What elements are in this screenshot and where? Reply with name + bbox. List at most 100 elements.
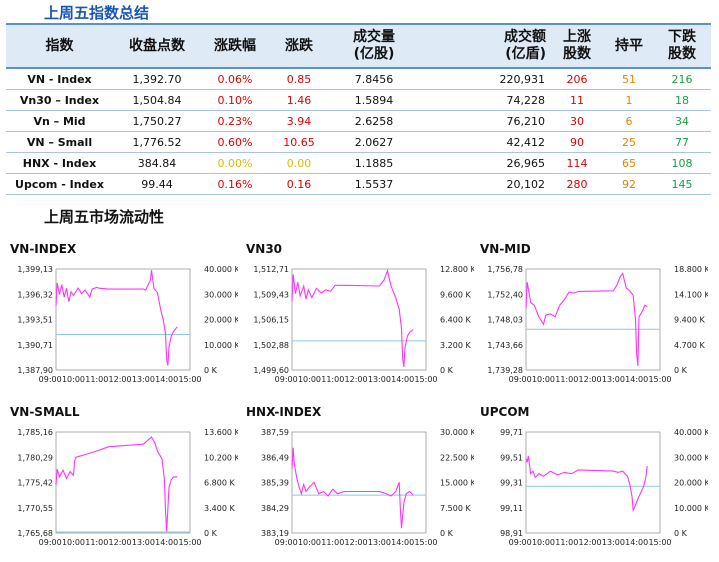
chart-panel: HNX-INDEX 387,59 386,49 385,39 384,29 383,19 3…	[246, 405, 476, 555]
y2-tick-label: 14.100 K	[674, 290, 708, 299]
line-chart: 1,785,16 1,780,29 1,775,42 1,770,55 1,765,68…	[17, 428, 238, 547]
x-tick-label: 14:00	[155, 375, 178, 384]
cell-0: HNX - Index	[6, 152, 113, 174]
cell-1: 1,504.84	[113, 89, 201, 111]
y2-tick-label: 0 K	[674, 529, 688, 538]
y2-tick-label: 0 K	[440, 529, 454, 538]
y-tick-label: 1,393,51	[17, 316, 53, 325]
y-tick-label: 98,91	[500, 529, 523, 538]
x-tick-label: 12:00	[345, 538, 368, 547]
y2-tick-label: 0 K	[674, 366, 688, 375]
cell-6: 90	[549, 131, 605, 153]
x-tick-label: 14:00	[625, 538, 648, 547]
cell-6: 206	[549, 68, 605, 90]
cell-2: 0.16%	[201, 173, 269, 195]
chart-panel: VN-SMALL 1,785,16 1,780,29 1,775,42 1,770,55…	[10, 405, 240, 555]
cell-5: 20,102	[419, 173, 549, 195]
x-tick-label: 14:00	[391, 375, 414, 384]
x-tick-label: 11:00	[321, 538, 344, 547]
price-series-line	[55, 270, 178, 366]
y2-tick-label: 0 K	[440, 366, 454, 375]
header-7: 持平	[605, 23, 653, 69]
y-tick-label: 1,775,42	[17, 479, 53, 488]
y2-tick-label: 20.000 K	[204, 316, 238, 325]
header-2: 涨跌幅	[201, 23, 269, 69]
cell-0: Vn – Mid	[6, 110, 113, 132]
x-tick-label: 15:00	[178, 538, 201, 547]
table-row: VN – Small 1,776.52 0.60% 10.65 2.0627 42,412…	[6, 131, 711, 153]
x-tick-label: 10:00	[62, 538, 85, 547]
y-tick-label: 1,390,71	[17, 341, 53, 350]
y2-tick-label: 7.500 K	[440, 504, 471, 513]
x-tick-label: 15:00	[414, 538, 437, 547]
cell-2: 0.06%	[201, 68, 269, 90]
x-tick-label: 13:00	[602, 538, 625, 547]
price-series-line	[291, 447, 414, 529]
x-tick-label: 09:00	[39, 538, 62, 547]
y2-tick-label: 3.200 K	[440, 341, 471, 350]
cell-7: 65	[605, 152, 653, 174]
line-chart: 1,399,13 1,396,32 1,393,51 1,390,71 1,387,90…	[17, 265, 238, 384]
x-tick-label: 11:00	[555, 538, 578, 547]
cell-6: 11	[549, 89, 605, 111]
y2-tick-label: 12.800 K	[440, 265, 474, 274]
y2-tick-label: 30.000 K	[440, 428, 474, 437]
cell-0: VN - Index	[6, 68, 113, 90]
y2-tick-label: 9.400 K	[674, 316, 705, 325]
cell-2: 0.00%	[201, 152, 269, 174]
x-tick-label: 12:00	[109, 538, 132, 547]
y2-tick-label: 9.600 K	[440, 290, 471, 299]
liquidity-title: 上周五市场流动性	[44, 208, 165, 226]
cell-1: 99.44	[113, 173, 201, 195]
cell-0: Upcom - Index	[6, 173, 113, 195]
y2-tick-label: 10.000 K	[204, 341, 238, 350]
x-tick-label: 09:00	[275, 538, 298, 547]
x-tick-label: 12:00	[579, 538, 602, 547]
cell-4: 1.5894	[329, 89, 419, 111]
cell-4: 2.0627	[329, 131, 419, 153]
cell-4: 1.5537	[329, 173, 419, 195]
x-tick-label: 11:00	[555, 375, 578, 384]
y2-tick-label: 22.500 K	[440, 453, 474, 462]
x-tick-label: 11:00	[85, 375, 108, 384]
x-tick-label: 12:00	[345, 375, 368, 384]
cell-7: 51	[605, 68, 653, 90]
cell-2: 0.10%	[201, 89, 269, 111]
cell-5: 26,965	[419, 152, 549, 174]
cell-0: Vn30 – Index	[6, 89, 113, 111]
cell-1: 1,776.52	[113, 131, 201, 153]
y-tick-label: 99,31	[500, 479, 523, 488]
cell-3: 3.94	[269, 110, 329, 132]
plot-frame	[55, 268, 191, 371]
cell-3: 0.16	[269, 173, 329, 195]
x-tick-label: 12:00	[579, 375, 602, 384]
cell-4: 7.8456	[329, 68, 419, 90]
cell-5: 42,412	[419, 131, 549, 153]
chart-title: VN30	[246, 242, 283, 256]
y2-tick-label: 30.000 K	[674, 453, 708, 462]
plot-frame	[525, 431, 661, 534]
x-tick-label: 11:00	[321, 375, 344, 384]
cell-4: 2.6258	[329, 110, 419, 132]
cell-8: 145	[653, 173, 711, 195]
y-tick-label: 1,502,88	[253, 341, 289, 350]
line-chart: 1,756,78 1,752,40 1,748,03 1,743,66 1,739,28…	[487, 265, 708, 384]
table-row: VN - Index 1,392.70 0.06% 0.85 7.8456 220,931…	[6, 68, 711, 90]
x-tick-label: 10:00	[532, 538, 555, 547]
x-tick-label: 10:00	[298, 538, 321, 547]
cell-6: 30	[549, 110, 605, 132]
y2-tick-label: 0 K	[204, 529, 218, 538]
cell-8: 77	[653, 131, 711, 153]
price-series-line	[55, 436, 178, 532]
cell-3: 10.65	[269, 131, 329, 153]
chart-panel: VN-INDEX 1,399,13 1,396,32 1,393,51 1,390,71…	[10, 242, 240, 392]
y-tick-label: 1,512,71	[253, 265, 289, 274]
x-tick-label: 13:00	[132, 538, 155, 547]
chart-panel: VN-MID 1,756,78 1,752,40 1,748,03 1,743,66 1,…	[480, 242, 710, 392]
index-summary-table: 指数 收盘点数 涨跌幅 涨跌 成交量 (亿股) 成交额 (亿盾) 上涨 股数 持平 下跌 股数 VN -…	[6, 23, 711, 195]
x-tick-label: 13:00	[602, 375, 625, 384]
header-5: 成交额 (亿盾)	[419, 23, 549, 69]
cell-3: 1.46	[269, 89, 329, 111]
y-tick-label: 1,756,78	[487, 265, 523, 274]
y-tick-label: 99,51	[500, 453, 523, 462]
